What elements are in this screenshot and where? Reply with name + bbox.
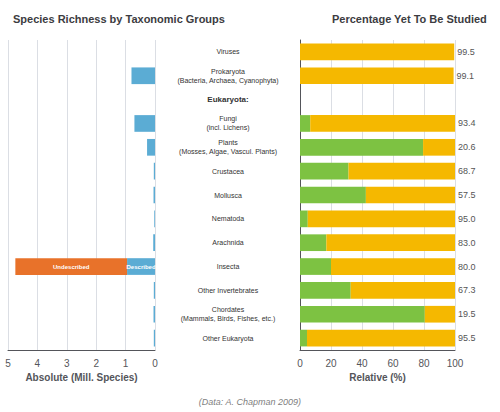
svg-text:Other Eukaryota: Other Eukaryota: [203, 335, 254, 343]
svg-text:5: 5: [5, 358, 11, 369]
svg-text:57.5: 57.5: [458, 190, 476, 200]
svg-text:93.4: 93.4: [458, 118, 476, 128]
svg-text:95.0: 95.0: [458, 214, 476, 224]
svg-text:0: 0: [297, 358, 303, 369]
svg-text:1: 1: [123, 358, 129, 369]
svg-text:Absolute (Mill. Species): Absolute (Mill. Species): [25, 372, 137, 383]
svg-text:80: 80: [418, 358, 430, 369]
svg-text:Fungi: Fungi: [219, 115, 237, 123]
svg-text:Other Invertebrates: Other Invertebrates: [198, 287, 259, 294]
svg-text:60: 60: [387, 358, 399, 369]
svg-text:Viruses: Viruses: [216, 48, 240, 55]
svg-text:Mollusca: Mollusca: [214, 192, 242, 199]
svg-text:40: 40: [356, 358, 368, 369]
svg-text:Nematoda: Nematoda: [212, 215, 244, 222]
svg-text:80.0: 80.0: [458, 262, 476, 272]
svg-text:Percentage Yet To Be Studied: Percentage Yet To Be Studied: [332, 13, 487, 25]
svg-text:Undescribed: Undescribed: [53, 264, 90, 270]
svg-text:Chordates: Chordates: [212, 306, 245, 313]
svg-text:Arachnida: Arachnida: [212, 239, 244, 246]
svg-text:Crustacea: Crustacea: [212, 168, 244, 175]
svg-text:Plants: Plants: [218, 139, 238, 146]
svg-text:4: 4: [35, 358, 41, 369]
svg-text:99.1: 99.1: [457, 71, 475, 81]
svg-text:95.5: 95.5: [458, 333, 476, 343]
svg-text:Described: Described: [127, 264, 156, 270]
svg-text:99.5: 99.5: [457, 47, 475, 57]
svg-text:20: 20: [325, 358, 337, 369]
svg-text:Relative (%): Relative (%): [349, 372, 406, 383]
svg-text:3: 3: [64, 358, 70, 369]
svg-text:(Mammals, Birds, Fishes, etc.): (Mammals, Birds, Fishes, etc.): [181, 315, 276, 323]
svg-text:0: 0: [152, 358, 158, 369]
svg-text:Insecta: Insecta: [217, 263, 240, 270]
svg-text:100: 100: [447, 358, 464, 369]
svg-text:Prokaryota: Prokaryota: [211, 68, 245, 76]
svg-text:2: 2: [93, 358, 99, 369]
svg-text:(Bacteria, Archaea, Cyanophyta: (Bacteria, Archaea, Cyanophyta): [177, 77, 278, 85]
svg-text:68.7: 68.7: [458, 166, 476, 176]
svg-text:(Mosses, Algae, Vascul. Plants: (Mosses, Algae, Vascul. Plants): [179, 148, 277, 156]
svg-text:Eukaryota:: Eukaryota:: [207, 95, 248, 104]
svg-text:(Data: A. Chapman 2009): (Data: A. Chapman 2009): [199, 397, 301, 407]
svg-text:83.0: 83.0: [458, 238, 476, 248]
svg-text:67.3: 67.3: [458, 285, 476, 295]
svg-text:19.5: 19.5: [458, 309, 476, 319]
svg-text:(incl. Lichens): (incl. Lichens): [206, 124, 249, 132]
svg-text:20.6: 20.6: [458, 142, 476, 152]
svg-text:Species Richness by Taxonomic: Species Richness by Taxonomic Groups: [13, 13, 225, 25]
